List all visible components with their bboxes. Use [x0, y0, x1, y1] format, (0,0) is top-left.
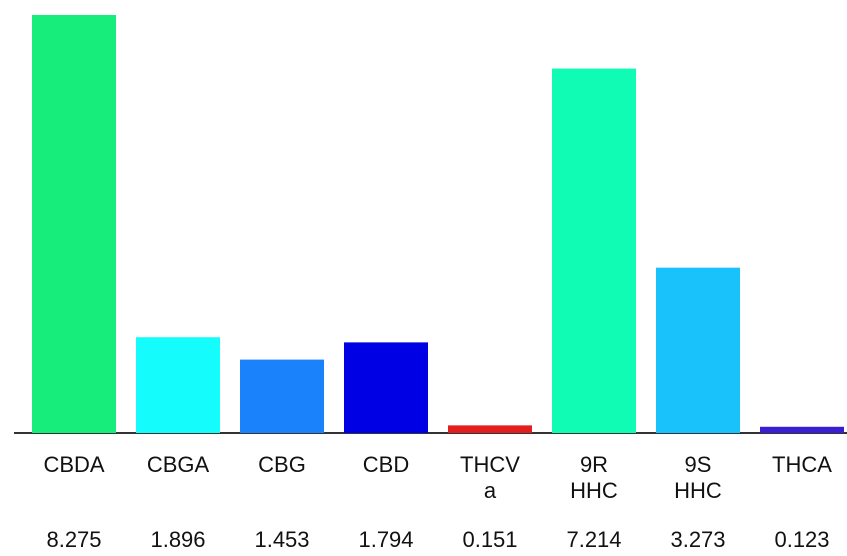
- value-label: 7.214: [566, 527, 621, 552]
- value-label: 1.794: [358, 527, 413, 552]
- x-tick-label: CBG: [258, 452, 306, 477]
- bar: [240, 359, 324, 433]
- bar: [32, 15, 116, 433]
- x-tick-label: CBGA: [147, 452, 210, 477]
- x-tick-label: THCV: [460, 452, 520, 477]
- value-label: 8.275: [46, 527, 101, 552]
- x-tick-label: HHC: [674, 478, 722, 503]
- value-label: 0.123: [774, 527, 829, 552]
- x-tick-label: 9R: [580, 452, 608, 477]
- value-label: 1.453: [254, 527, 309, 552]
- x-tick-label: THCA: [772, 452, 832, 477]
- x-tick-label: 9S: [685, 452, 712, 477]
- value-label: 0.151: [462, 527, 517, 552]
- bar: [656, 267, 740, 433]
- x-tick-label: HHC: [570, 478, 618, 503]
- value-label: 1.896: [150, 527, 205, 552]
- bar: [344, 342, 428, 433]
- bar: [552, 68, 636, 434]
- x-tick-label: CBDA: [43, 452, 104, 477]
- value-label: 3.273: [670, 527, 725, 552]
- bar: [760, 426, 844, 433]
- bar: [136, 337, 220, 433]
- bar: [448, 425, 532, 433]
- x-tick-label: CBD: [363, 452, 409, 477]
- x-tick-label: a: [484, 478, 497, 503]
